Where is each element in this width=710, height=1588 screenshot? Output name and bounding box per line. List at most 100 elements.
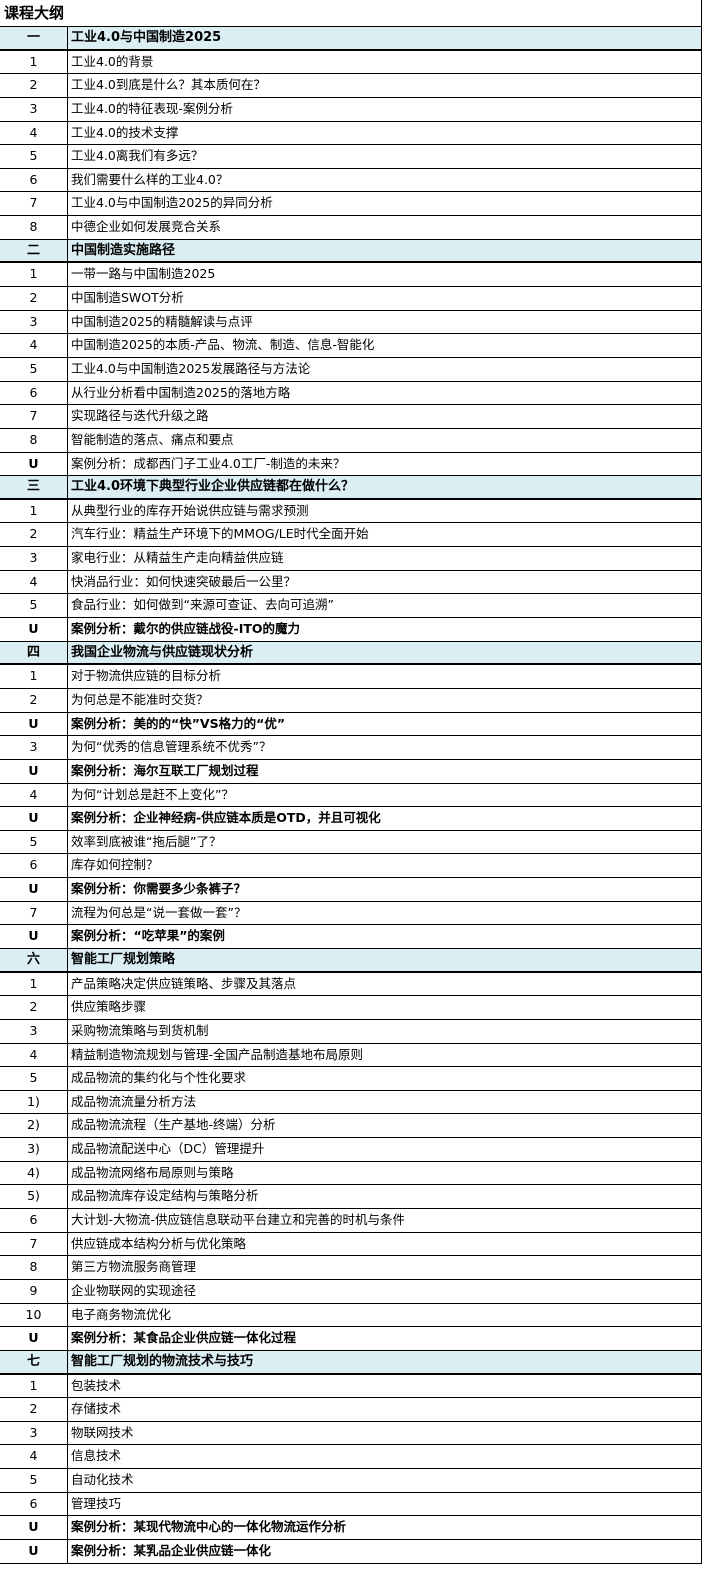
table-row: 5 工业4.0与中国制造2025发展路径与方法论 (0, 357, 701, 382)
section-header-row: 七智能工厂规划的物流技术与技巧 (0, 1350, 701, 1375)
table-row: 1 一带一路与中国制造2025 (0, 263, 701, 288)
row-number: 2 (0, 688, 68, 712)
row-number: 5 (0, 1469, 68, 1492)
row-number: 一 (0, 27, 68, 49)
table-row: 6 大计划-大物流-供应链信息联动平台建立和完善的时机与条件 (0, 1209, 701, 1233)
row-number: U (0, 759, 68, 783)
row-text: 工业4.0到底是什么？其本质何在？ (71, 77, 266, 93)
table-row: 2 为何总是不能准时交货？ (0, 688, 701, 713)
row-number: 8 (0, 216, 68, 239)
row-text: 工业4.0的技术支撑 (71, 124, 179, 140)
row-text: 中国制造2025的本质-产品、物流、制造、信息-智能化 (71, 337, 375, 353)
row-number: 4 (0, 121, 68, 145)
table-row: 3 物联网技术 (0, 1421, 701, 1446)
row-number: 7 (0, 405, 68, 428)
row-number: 5) (0, 1185, 68, 1209)
row-text: 工业4.0的背景 (71, 53, 154, 69)
row-text: 成品物流配送中心（DC）管理提升 (71, 1141, 265, 1157)
table-row: U 案例分析：“吃苹果”的案例 (0, 925, 701, 949)
table-row: 2 工业4.0到底是什么？其本质何在？ (0, 74, 701, 98)
row-number: U (0, 1540, 68, 1563)
row-text: 中德企业如何发展竞合关系 (71, 219, 222, 235)
row-number: 四 (0, 641, 68, 664)
row-text: 精益制造物流规划与管理-全国产品制造基地布局原则 (71, 1046, 364, 1062)
row-number: 2 (0, 287, 68, 310)
row-number: 3 (0, 310, 68, 334)
row-text: 从典型行业的库存开始说供应链与需求预测 (71, 502, 309, 518)
row-text: 产品策略决定供应链策略、步骤及其落点 (71, 975, 297, 991)
row-text: 第三方物流服务商管理 (71, 1259, 197, 1275)
row-text: 工业4.0环境下典型行业企业供应链都在做什么？ (71, 479, 355, 495)
row-number: 2 (0, 74, 68, 97)
row-number: 1 (0, 263, 68, 287)
row-text: 实现路径与迭代升级之路 (71, 408, 209, 424)
table-row: U 案例分析：某食品企业供应链一体化过程 (0, 1327, 701, 1351)
row-text: 智能工厂规划策略 (71, 951, 176, 967)
row-text: 信息技术 (71, 1448, 122, 1464)
table-row: U 案例分析：企业神经病-供应链本质是OTD，并且可视化 (0, 807, 701, 831)
row-text: 流程为何总是“说一套做一套”？ (71, 904, 247, 920)
table-row: 3 采购物流策略与到货机制 (0, 1019, 701, 1044)
table-row: 6 管理技巧 (0, 1492, 701, 1517)
table-row: 3 中国制造2025的精髓解读与点评 (0, 310, 701, 335)
row-text: 食品行业：如何做到“来源可查证、去向可追溯” (71, 597, 334, 613)
row-text: 为何总是不能准时交货？ (71, 691, 209, 707)
row-text: 从行业分析看中国制造2025的落地方略 (71, 384, 291, 400)
table-row: U 案例分析：戴尔的供应链战役-ITO的魔力 (0, 618, 701, 642)
row-number: U (0, 1327, 68, 1350)
row-number: 三 (0, 476, 68, 498)
row-text: 为何“计划总是赶不上变化”？ (71, 786, 234, 802)
row-text: 案例分析：企业神经病-供应链本质是OTD，并且可视化 (71, 810, 381, 826)
table-row: 4 中国制造2025的本质-产品、物流、制造、信息-智能化 (0, 334, 701, 358)
row-text: 案例分析：某食品企业供应链一体化过程 (71, 1330, 297, 1346)
row-number: 6 (0, 1209, 68, 1232)
row-number: 7 (0, 901, 68, 925)
row-number: 6 (0, 854, 68, 878)
row-number: 1) (0, 1090, 68, 1114)
table-row: 7 供应链成本结构分析与优化策略 (0, 1232, 701, 1257)
row-text: 案例分析：美的的“快”VS格力的“优” (71, 715, 286, 731)
row-text: 采购物流策略与到货机制 (71, 1022, 209, 1038)
table-row: 8 第三方物流服务商管理 (0, 1256, 701, 1280)
row-number: 1 (0, 665, 68, 688)
table-row: 10 电子商务物流优化 (0, 1303, 701, 1328)
row-number: 七 (0, 1350, 68, 1373)
table-row: 5 成品物流的集约化与个性化要求 (0, 1067, 701, 1091)
page-title: 课程大纲 (0, 0, 701, 27)
row-text: 中国制造SWOT分析 (71, 290, 184, 306)
table-row: 4 为何“计划总是赶不上变化”？ (0, 783, 701, 808)
row-text: 对于物流供应链的目标分析 (71, 668, 222, 684)
table-row: U 案例分析：你需要多少条裤子？ (0, 878, 701, 902)
row-number: 2) (0, 1114, 68, 1138)
row-number: 4 (0, 1043, 68, 1067)
table-row: 5) 成品物流库存设定结构与策略分析 (0, 1185, 701, 1210)
row-number: 10 (0, 1303, 68, 1327)
row-number: 5 (0, 830, 68, 854)
table-row: U 案例分析：某现代物流中心的一体化物流运作分析 (0, 1516, 701, 1540)
row-number: 4 (0, 334, 68, 357)
row-number: U (0, 925, 68, 948)
row-text: 成品物流流量分析方法 (71, 1093, 197, 1109)
row-number: U (0, 452, 68, 476)
row-number: 2 (0, 1398, 68, 1421)
table-row: 9 企业物联网的实现途径 (0, 1279, 701, 1304)
table-row: 2 汽车行业：精益生产环境下的MMOG/LE时代全面开始 (0, 523, 701, 548)
table-row: 4) 成品物流网络布局原则与策略 (0, 1161, 701, 1186)
row-text: 为何“优秀的信息管理系统不优秀”？ (71, 739, 272, 755)
row-number: 1 (0, 499, 68, 523)
row-text: 电子商务物流优化 (71, 1306, 172, 1322)
row-number: 5 (0, 145, 68, 168)
row-number: U (0, 712, 68, 736)
row-text: 工业4.0的特征表现-案例分析 (71, 100, 233, 116)
row-number: 6 (0, 1492, 68, 1516)
table-row: 6 我们需要什么样的工业4.0？ (0, 168, 701, 193)
section-header-row: 六智能工厂规划策略 (0, 948, 701, 973)
table-row: 5 工业4.0离我们有多远？ (0, 145, 701, 169)
row-number: 4 (0, 783, 68, 807)
row-number: 7 (0, 192, 68, 216)
row-number: 3) (0, 1138, 68, 1161)
row-number: 5 (0, 594, 68, 618)
table-row: 3) 成品物流配送中心（DC）管理提升 (0, 1138, 701, 1162)
table-row: 1 从典型行业的库存开始说供应链与需求预测 (0, 499, 701, 524)
row-number: U (0, 807, 68, 830)
